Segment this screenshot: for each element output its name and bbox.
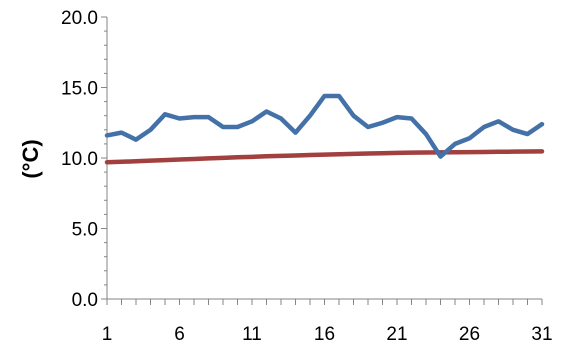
axes — [101, 16, 543, 305]
y-axis-label: (°C) — [18, 139, 43, 178]
x-tick-label: 21 — [386, 324, 407, 345]
y-tick-label: 0.0 — [72, 290, 98, 311]
y-tick-label: 20.0 — [61, 8, 98, 29]
series-line-blue — [104, 93, 545, 159]
x-tick-label: 16 — [314, 324, 335, 345]
tick-labels: 0.05.010.015.020.01 6 11 16 21 26 31 — [61, 8, 553, 345]
x-tick-label: 31 — [531, 324, 552, 345]
y-tick-label: 15.0 — [61, 79, 98, 100]
series-line-red — [104, 149, 545, 165]
x-tick-label: 26 — [459, 324, 480, 345]
x-tick-label: 6 — [174, 324, 185, 345]
series-lines — [104, 93, 545, 165]
y-tick-label: 10.0 — [61, 149, 98, 170]
x-tick-label: 1 — [102, 324, 113, 345]
x-tick-label: 11 — [242, 324, 262, 345]
y-tick-label: 5.0 — [72, 220, 98, 241]
